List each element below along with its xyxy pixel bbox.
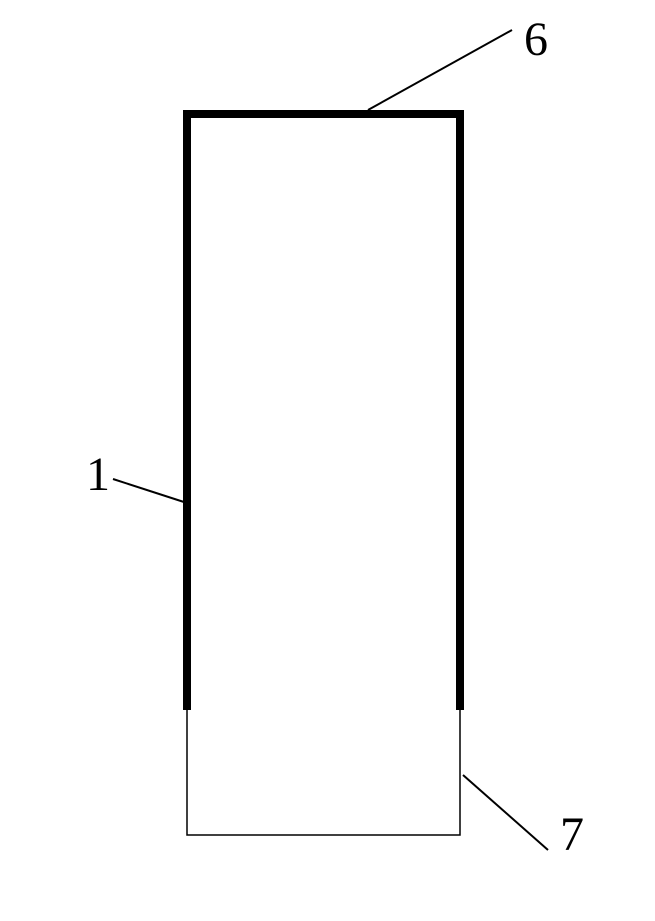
leader-line-left [113,479,187,503]
callout-label-1: 1 [86,448,110,501]
callout-label-7: 7 [560,808,584,861]
leader-line-right [463,775,548,850]
diagram-canvas: 6 1 7 [0,0,655,921]
leader-line-top [368,30,512,110]
shape-outline-thin [187,114,460,835]
callout-label-6: 6 [524,13,548,66]
shape-outline-thick [187,114,460,710]
